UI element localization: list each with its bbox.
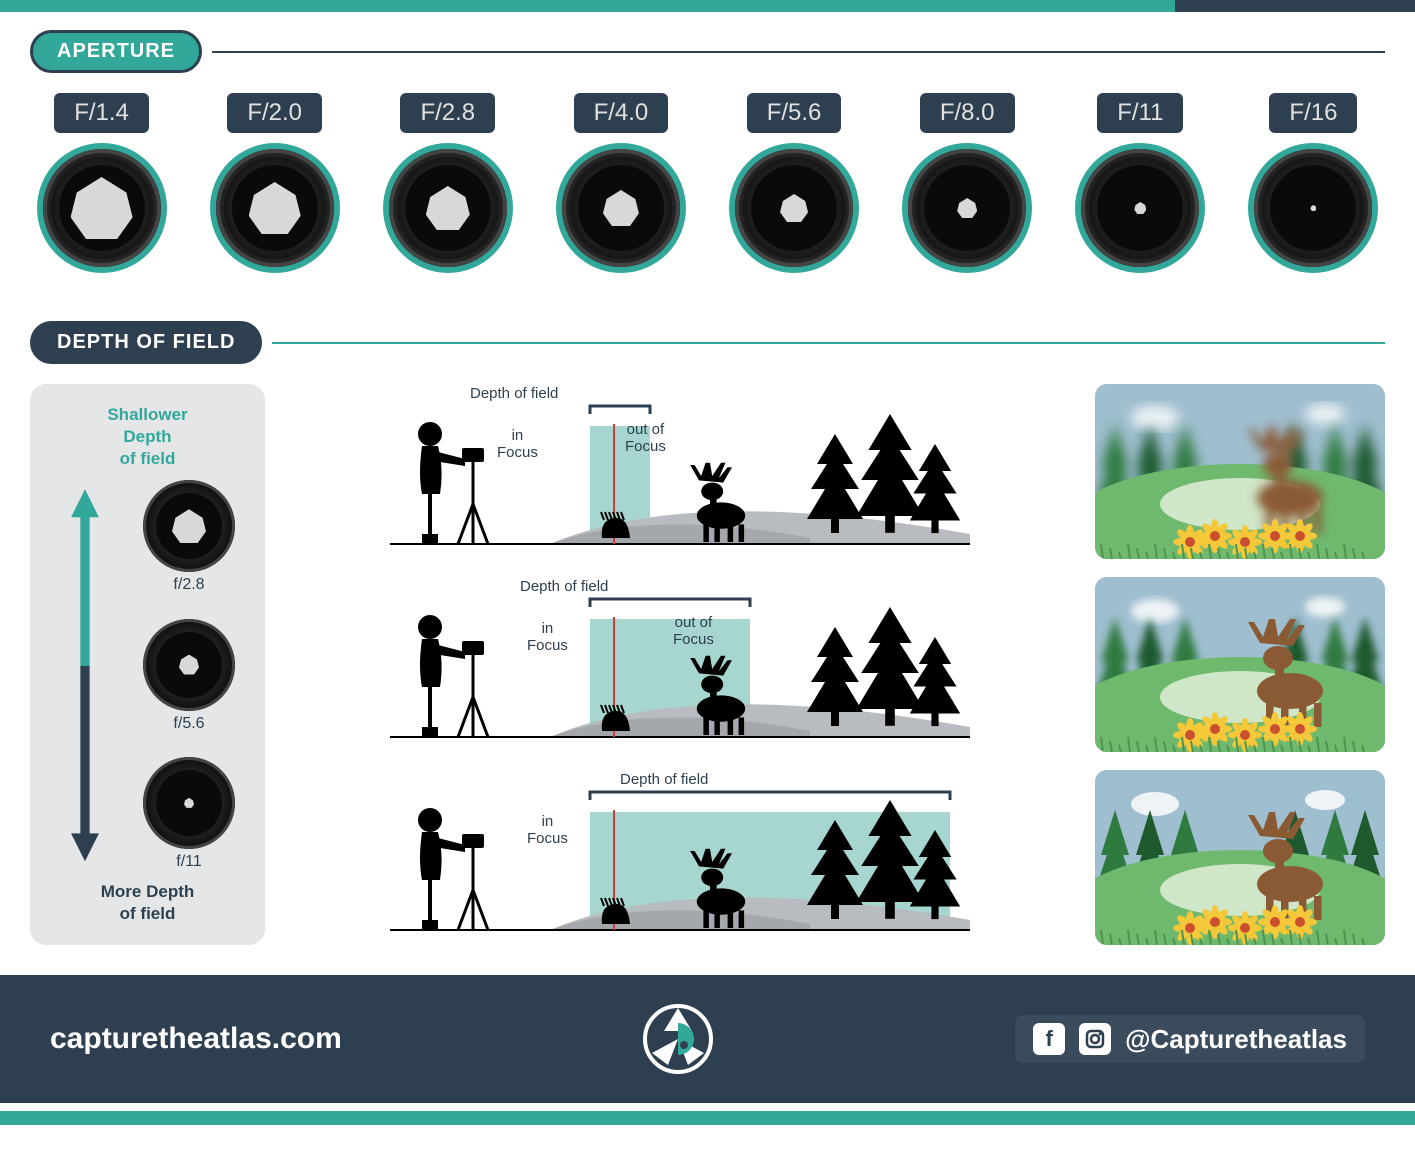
aperture-item: F/2.0	[210, 93, 340, 273]
f-stop-label: F/2.8	[400, 93, 495, 133]
f-stop-label: F/1.4	[54, 93, 149, 133]
dof-body: ShallowerDepthof field f/2.8 f/5.6 f/11	[0, 374, 1415, 975]
dof-sample-image	[1095, 770, 1385, 945]
f-stop-label: f/11	[143, 853, 235, 871]
lens-icon	[143, 619, 235, 711]
dof-sample-column	[1095, 384, 1385, 945]
out-focus-label: out ofFocus	[625, 422, 666, 455]
f-stop-label: f/2.8	[143, 576, 235, 594]
more-dof-label: More Depthof field	[101, 881, 195, 925]
aperture-item: F/8.0	[902, 93, 1032, 273]
f-stop-label: F/2.0	[227, 93, 322, 133]
aperture-item: F/4.0	[556, 93, 686, 273]
dof-scene-column: Depth of field inFocus out ofFocus	[285, 384, 1075, 945]
lens-icon	[902, 143, 1032, 273]
lens-icon	[143, 757, 235, 849]
dof-bracket-label: Depth of field	[470, 386, 558, 403]
aperture-item: F/1.4	[37, 93, 167, 273]
dof-bracket-label: Depth of field	[520, 579, 608, 596]
bottom-accent-bar	[0, 1111, 1415, 1125]
footer-logo	[642, 1003, 714, 1075]
f-stop-label: F/8.0	[920, 93, 1015, 133]
aperture-title-pill: APERTURE	[30, 30, 202, 73]
dof-arrow-column: f/2.8 f/5.6 f/11	[40, 480, 255, 871]
aperture-row: F/1.4 F/2.0 F/2.8 F/4.0	[0, 83, 1415, 303]
dof-scene-diagram: Depth of field inFocus out ofFocus	[285, 577, 1075, 752]
dof-scale-panel: ShallowerDepthof field f/2.8 f/5.6 f/11	[30, 384, 265, 945]
f-stop-label: f/5.6	[143, 715, 235, 733]
footer-handle: @Capturetheatlas	[1125, 1024, 1347, 1055]
shallower-label: ShallowerDepthof field	[107, 404, 187, 470]
dof-scale-lens: f/2.8	[143, 480, 235, 594]
dof-title-pill: DEPTH OF FIELD	[30, 321, 262, 364]
dof-sample-image	[1095, 384, 1385, 559]
dof-sample-image	[1095, 577, 1385, 752]
dof-scale-lens: f/5.6	[143, 619, 235, 733]
out-focus-label: out ofFocus	[673, 615, 714, 648]
f-stop-label: F/4.0	[574, 93, 669, 133]
instagram-icon	[1079, 1023, 1111, 1055]
lens-icon	[556, 143, 686, 273]
top-accent-bar	[0, 0, 1415, 12]
dof-scale-lens: f/11	[143, 757, 235, 871]
in-focus-label: inFocus	[497, 428, 538, 461]
aperture-item: F/2.8	[383, 93, 513, 273]
dof-bracket-label: Depth of field	[620, 772, 708, 789]
aperture-header: APERTURE	[0, 12, 1415, 83]
facebook-icon: f	[1033, 1023, 1065, 1055]
lens-icon	[210, 143, 340, 273]
f-stop-label: F/16	[1269, 93, 1357, 133]
aperture-item: F/16	[1248, 93, 1378, 273]
aperture-globe-icon	[642, 1003, 714, 1075]
aperture-item: F/5.6	[729, 93, 859, 273]
lens-icon	[37, 143, 167, 273]
in-focus-label: inFocus	[527, 621, 568, 654]
footer-bar: capturetheatlas.com f @Capturetheatlas	[0, 975, 1415, 1103]
double-arrow-icon	[65, 480, 105, 871]
lens-icon	[1075, 143, 1205, 273]
in-focus-label: inFocus	[527, 814, 568, 847]
f-stop-label: F/11	[1097, 93, 1183, 133]
lens-icon	[143, 480, 235, 572]
footer-social: f @Capturetheatlas	[1015, 1015, 1365, 1063]
aperture-item: F/11	[1075, 93, 1205, 273]
dof-scene-diagram: Depth of field inFocus out ofFocus	[285, 384, 1075, 559]
lens-icon	[383, 143, 513, 273]
dof-header: DEPTH OF FIELD	[0, 303, 1415, 374]
footer-site-url: capturetheatlas.com	[50, 1022, 342, 1056]
lens-icon	[1248, 143, 1378, 273]
f-stop-label: F/5.6	[747, 93, 842, 133]
lens-icon	[729, 143, 859, 273]
dof-scene-diagram: Depth of field inFocus	[285, 770, 1075, 945]
